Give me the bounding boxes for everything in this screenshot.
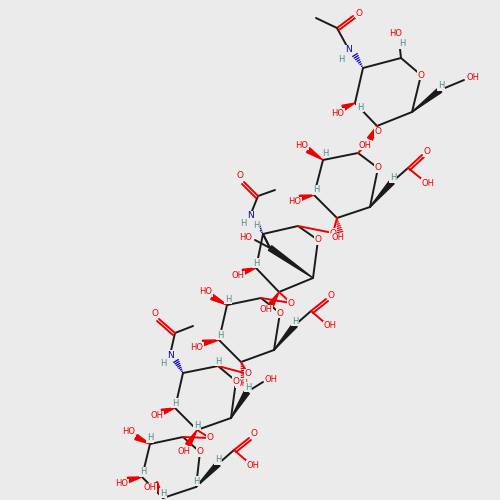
Text: H: H xyxy=(215,456,221,464)
Text: O: O xyxy=(356,8,362,18)
Polygon shape xyxy=(210,294,227,305)
Text: O: O xyxy=(206,434,214,442)
Text: OH: OH xyxy=(178,446,190,456)
Polygon shape xyxy=(412,88,442,112)
Polygon shape xyxy=(202,340,219,346)
Text: OH: OH xyxy=(422,178,434,188)
Text: O: O xyxy=(314,236,322,244)
Text: H: H xyxy=(399,40,405,48)
Text: OH: OH xyxy=(150,412,164,420)
Polygon shape xyxy=(368,126,377,140)
Text: H: H xyxy=(390,174,396,182)
Text: H: H xyxy=(160,358,166,368)
Polygon shape xyxy=(152,482,163,498)
Text: O: O xyxy=(196,448,203,456)
Text: H: H xyxy=(253,220,259,230)
Text: O: O xyxy=(232,376,239,386)
Text: HO: HO xyxy=(122,428,136,436)
Text: HO: HO xyxy=(296,140,308,149)
Text: O: O xyxy=(328,290,334,300)
Polygon shape xyxy=(242,268,256,274)
Text: H: H xyxy=(217,330,223,340)
Text: OH: OH xyxy=(144,484,156,492)
Text: O: O xyxy=(288,298,294,308)
Text: H: H xyxy=(253,258,259,268)
Polygon shape xyxy=(196,462,220,487)
Text: H: H xyxy=(193,476,199,486)
Polygon shape xyxy=(268,292,279,306)
Polygon shape xyxy=(186,430,197,446)
Polygon shape xyxy=(274,323,297,350)
Polygon shape xyxy=(300,195,314,200)
Text: HO: HO xyxy=(116,480,128,488)
Text: HO: HO xyxy=(390,28,402,38)
Text: N: N xyxy=(246,212,254,220)
Text: OH: OH xyxy=(260,306,272,314)
Text: O: O xyxy=(330,228,336,237)
Text: OH: OH xyxy=(236,378,248,388)
Text: H: H xyxy=(438,82,444,90)
Text: N: N xyxy=(346,46,352,54)
Text: HO: HO xyxy=(332,108,344,118)
Polygon shape xyxy=(370,180,394,207)
Polygon shape xyxy=(268,246,313,278)
Text: OH: OH xyxy=(466,74,479,82)
Text: OH: OH xyxy=(232,272,244,280)
Text: O: O xyxy=(236,172,244,180)
Polygon shape xyxy=(128,477,142,482)
Polygon shape xyxy=(306,148,323,160)
Text: O: O xyxy=(152,308,158,318)
Polygon shape xyxy=(231,390,250,418)
Polygon shape xyxy=(134,434,150,444)
Text: H: H xyxy=(292,316,298,326)
Text: OH: OH xyxy=(358,140,372,149)
Text: O: O xyxy=(424,148,430,156)
Text: HO: HO xyxy=(190,342,203,351)
Text: O: O xyxy=(418,70,424,80)
Text: H: H xyxy=(194,420,200,430)
Polygon shape xyxy=(342,103,355,110)
Text: OH: OH xyxy=(324,322,336,330)
Text: HO: HO xyxy=(288,198,302,206)
Text: H: H xyxy=(313,186,319,194)
Text: H: H xyxy=(245,382,251,392)
Text: HO: HO xyxy=(240,232,252,241)
Text: O: O xyxy=(244,370,252,378)
Text: H: H xyxy=(240,220,246,228)
Text: O: O xyxy=(276,308,283,318)
Text: H: H xyxy=(338,54,344,64)
Text: O: O xyxy=(374,164,382,172)
Text: OH: OH xyxy=(264,374,278,384)
Text: H: H xyxy=(225,294,231,304)
Text: H: H xyxy=(147,434,153,442)
Text: H: H xyxy=(140,468,146,476)
Text: O: O xyxy=(374,128,382,136)
Text: H: H xyxy=(215,356,221,366)
Text: O: O xyxy=(250,430,258,438)
Text: HO: HO xyxy=(200,288,212,296)
Text: N: N xyxy=(166,350,173,360)
Text: OH: OH xyxy=(332,234,344,242)
Text: H: H xyxy=(357,102,363,112)
Text: OH: OH xyxy=(246,460,260,469)
Text: H: H xyxy=(172,398,178,407)
Text: H: H xyxy=(160,488,166,498)
Polygon shape xyxy=(161,408,175,414)
Text: H: H xyxy=(322,148,328,158)
